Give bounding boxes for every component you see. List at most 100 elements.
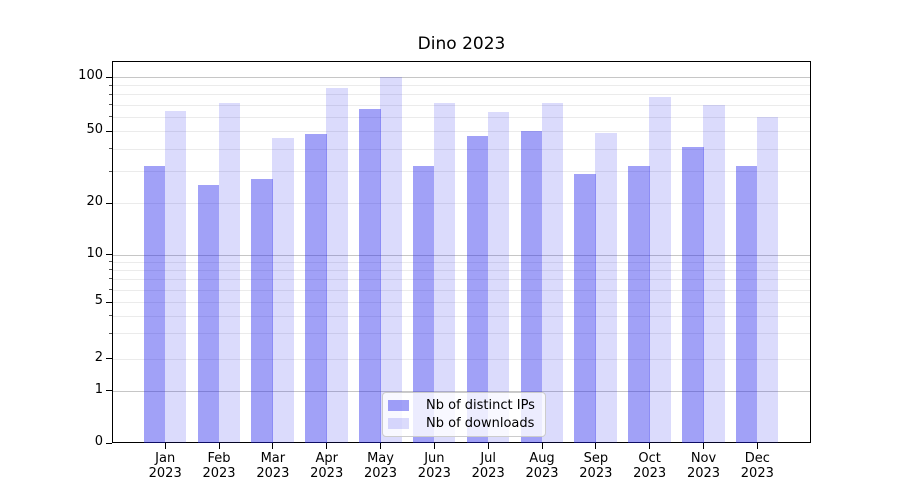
gridline-minor — [113, 269, 810, 271]
x-axis-tick — [272, 443, 274, 449]
gridline-minor — [113, 315, 810, 317]
x-axis-tick — [541, 443, 543, 449]
bar-distinct-ips — [305, 134, 327, 443]
x-tick-label-year: 2023 — [740, 466, 774, 481]
x-axis-tick — [326, 443, 328, 449]
bar-downloads — [703, 104, 725, 443]
gridline-minor — [113, 148, 810, 150]
bar-downloads — [218, 102, 241, 443]
x-tick-label-month: Nov — [690, 451, 717, 466]
x-tick-label: Apr 2023 — [299, 451, 355, 481]
y-axis-tick — [106, 130, 112, 132]
legend-row-downloads: Nb of downloads — [388, 416, 537, 431]
x-tick-label-year: 2023 — [256, 466, 290, 481]
x-tick-label-month: Jun — [424, 451, 445, 466]
gridline-major — [113, 254, 810, 256]
x-tick-label-month: Sep — [583, 451, 609, 466]
bar-distinct-ips — [359, 109, 381, 443]
legend: Nb of distinct IPs Nb of downloads — [382, 392, 546, 437]
legend-label-distinct-ips: Nb of distinct IPs — [426, 398, 535, 413]
x-tick-label: Oct 2023 — [622, 451, 678, 481]
gridline-minor — [113, 171, 810, 173]
y-axis-minor-tick — [109, 148, 112, 150]
bar-downloads — [326, 87, 348, 443]
y-axis-tick — [106, 390, 112, 391]
x-axis-tick — [756, 443, 758, 449]
x-tick-label: Dec 2023 — [729, 451, 785, 481]
legend-row-distinct-ips: Nb of distinct IPs — [388, 398, 537, 413]
bar-distinct-ips — [574, 173, 596, 443]
x-tick-label-year: 2023 — [148, 466, 182, 481]
x-tick-label: Aug 2023 — [514, 451, 570, 481]
gridline-minor — [113, 261, 810, 263]
gridline-major — [113, 390, 810, 392]
y-axis-tick — [106, 202, 112, 204]
bar-downloads — [272, 137, 294, 443]
bar-distinct-ips — [520, 131, 542, 443]
x-tick-label-year: 2023 — [471, 466, 505, 481]
x-tick-label: May 2023 — [353, 451, 409, 481]
y-axis-minor-tick — [109, 84, 112, 86]
x-tick-label-month: Dec — [744, 451, 770, 466]
gridline-minor — [113, 94, 810, 96]
gridline-minor — [113, 333, 810, 335]
x-tick-label-month: Jan — [155, 451, 176, 466]
bar-distinct-ips — [197, 185, 220, 443]
x-axis-tick — [649, 443, 651, 449]
x-tick-label-year: 2023 — [686, 466, 721, 481]
bar-distinct-ips — [466, 135, 489, 443]
x-tick-label-year: 2023 — [417, 466, 451, 481]
bar-distinct-ips — [412, 166, 435, 443]
y-axis-minor-tick — [109, 315, 112, 317]
gridline-minor — [113, 302, 810, 303]
y-axis-minor-tick — [109, 289, 112, 290]
bar-downloads — [649, 97, 671, 443]
x-axis-tick — [380, 443, 382, 449]
x-tick-label: Jan 2023 — [137, 451, 193, 481]
x-axis-tick — [164, 443, 166, 449]
x-tick-label: Nov 2023 — [676, 451, 732, 481]
bar-distinct-ips — [143, 166, 166, 443]
x-tick-label: Mar 2023 — [245, 451, 301, 481]
y-axis-tick — [106, 254, 112, 255]
y-axis-minor-tick — [109, 170, 112, 172]
gridline-major — [113, 77, 810, 78]
y-axis-minor-tick — [109, 269, 112, 271]
x-tick-label-month: Jul — [480, 451, 497, 466]
x-tick-label-year: 2023 — [633, 466, 667, 481]
x-tick-label-year: 2023 — [310, 466, 344, 481]
bar-distinct-ips — [735, 166, 758, 443]
legend-swatch-distinct-ips — [388, 400, 409, 411]
y-tick-label: 1 — [94, 381, 103, 397]
bar-distinct-ips — [682, 146, 704, 443]
x-axis-tick — [595, 443, 597, 449]
bar-downloads — [756, 116, 779, 443]
plot-area: Nb of distinct IPs Nb of downloads — [112, 61, 811, 443]
bar-downloads — [487, 111, 510, 443]
y-axis-tick — [106, 301, 112, 303]
gridline-minor — [113, 104, 810, 106]
x-tick-label: Jul 2023 — [460, 451, 516, 481]
y-tick-label: 50 — [86, 122, 103, 137]
y-tick-label: 0 — [94, 434, 103, 449]
bar-distinct-ips — [251, 179, 273, 443]
x-tick-label: Sep 2023 — [568, 451, 624, 481]
x-axis-tick — [487, 443, 489, 449]
gridline-minor — [113, 278, 810, 280]
gridline-minor — [113, 203, 810, 204]
y-axis-minor-tick — [109, 104, 112, 106]
x-tick-label-month: Mar — [260, 451, 286, 466]
chart-title: Dino 2023 — [417, 34, 506, 54]
x-axis-tick — [703, 443, 704, 449]
x-tick-label-month: Apr — [315, 451, 338, 466]
legend-swatch-downloads — [388, 418, 409, 429]
x-tick-label-year: 2023 — [525, 466, 559, 481]
bar-downloads — [595, 132, 617, 443]
x-tick-label: Feb 2023 — [191, 451, 247, 481]
bar-downloads — [164, 110, 187, 443]
y-tick-label: 20 — [86, 194, 103, 209]
bar-downloads — [433, 102, 456, 443]
gridline-minor — [113, 289, 810, 291]
legend-label-downloads: Nb of downloads — [426, 416, 535, 431]
